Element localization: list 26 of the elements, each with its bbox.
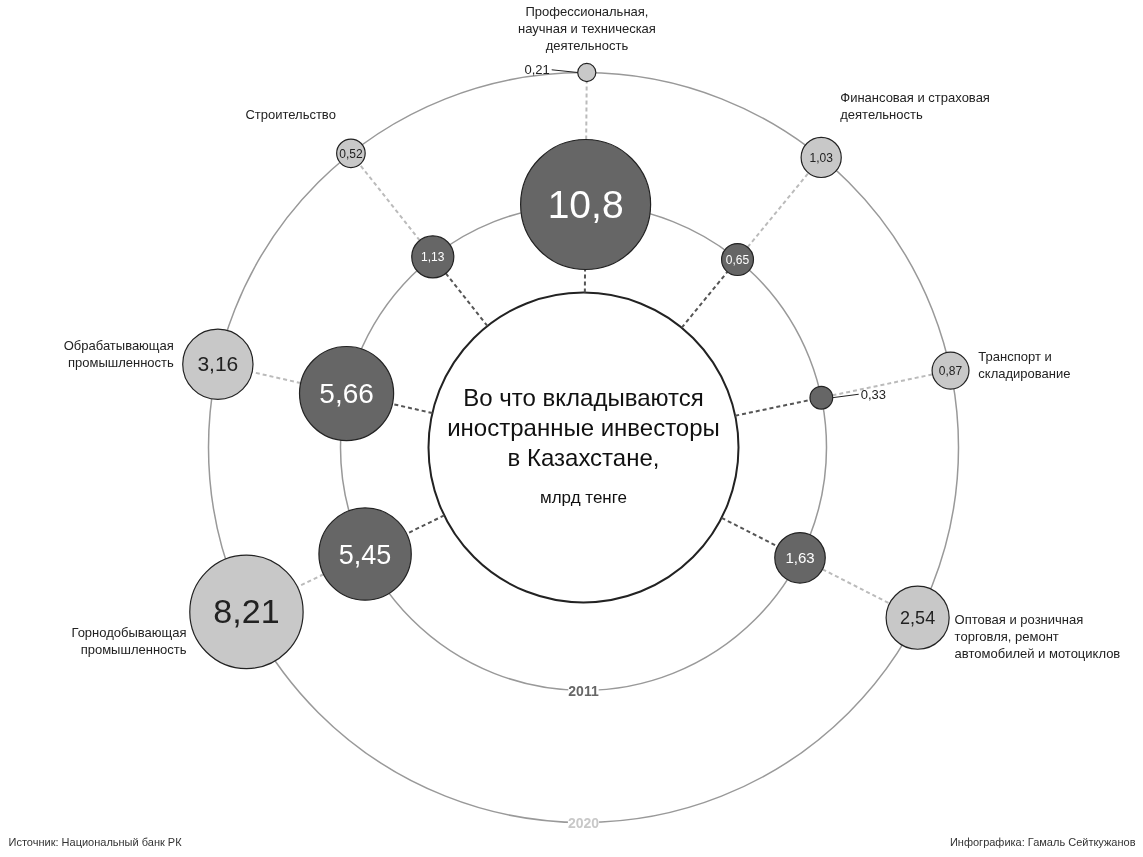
- text: Источник: Национальный банк РК: [8, 835, 183, 848]
- data-label: 0,52: [339, 146, 363, 161]
- data-label: 0,21: [524, 62, 550, 78]
- data-label: 3,16: [197, 352, 239, 376]
- data-label: 10,8: [547, 183, 624, 227]
- text: Инфографика: Гамаль Сейткужанов: [949, 835, 1136, 848]
- category-label: Строительство: [245, 107, 336, 123]
- category-label: Обрабатывающая промышленность: [63, 338, 175, 371]
- data-label: 5,66: [319, 378, 374, 410]
- data-label: 0,33: [860, 386, 887, 402]
- category-label: Профессиональная, научная и техническая деятельность: [517, 3, 656, 54]
- data-label: 1,63: [785, 548, 815, 566]
- category-label: Горнодобывающая промышленность: [71, 624, 187, 658]
- text: млрд тенге: [539, 488, 628, 507]
- data-label: 5,45: [338, 539, 392, 570]
- category-label: Оптовая и розничная торговля, ремонт автомобилей и мотоциклов: [954, 611, 1121, 662]
- data-label: 0,87: [938, 364, 963, 379]
- data-label: 1,13: [421, 250, 445, 265]
- text: Во что вкладываются иностранные инвесторы в Казахстане,: [447, 384, 720, 471]
- data-label: 8,21: [213, 592, 280, 631]
- text: 2011: [568, 682, 599, 699]
- category-label: Транспорт и складирование: [978, 348, 1071, 381]
- data-label: 2,54: [900, 608, 936, 629]
- data-label: 1,03: [809, 150, 834, 165]
- data-label: 0,65: [725, 253, 750, 268]
- category-label: Финансовая и страховая деятельность: [840, 89, 990, 123]
